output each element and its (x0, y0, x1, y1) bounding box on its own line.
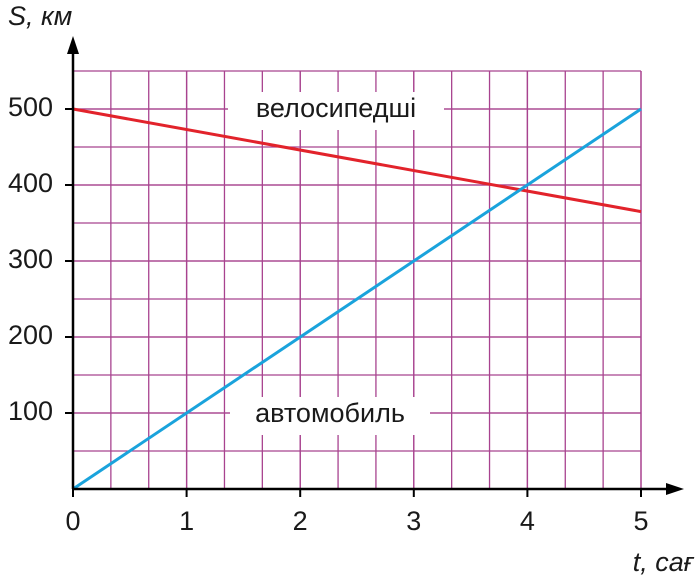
series-line (72, 107, 642, 491)
x-tick-label: 3 (406, 506, 421, 536)
y-tick-label: 200 (8, 320, 53, 350)
x-axis-label: t, сағ (633, 547, 695, 577)
x-tick-label: 5 (633, 506, 648, 536)
label-bg (228, 92, 444, 130)
y-tick-label: 100 (8, 396, 53, 426)
x-tick-label: 4 (520, 506, 535, 536)
y-axis-label: S, км (8, 1, 72, 31)
x-tick-label: 1 (179, 506, 194, 536)
series-label: велосипедші (256, 93, 416, 123)
y-tick-label: 300 (8, 244, 53, 274)
series-line (72, 107, 642, 214)
x-tick-label: 2 (293, 506, 308, 536)
label-bg (230, 397, 430, 435)
y-tick-label: 400 (8, 168, 53, 198)
plot (72, 107, 642, 491)
y-arrow (67, 36, 79, 54)
y-tick-label: 500 (8, 92, 53, 122)
x-tick-label: 0 (65, 506, 80, 536)
series-label: автомобиль (255, 398, 405, 428)
x-arrow (666, 483, 684, 495)
